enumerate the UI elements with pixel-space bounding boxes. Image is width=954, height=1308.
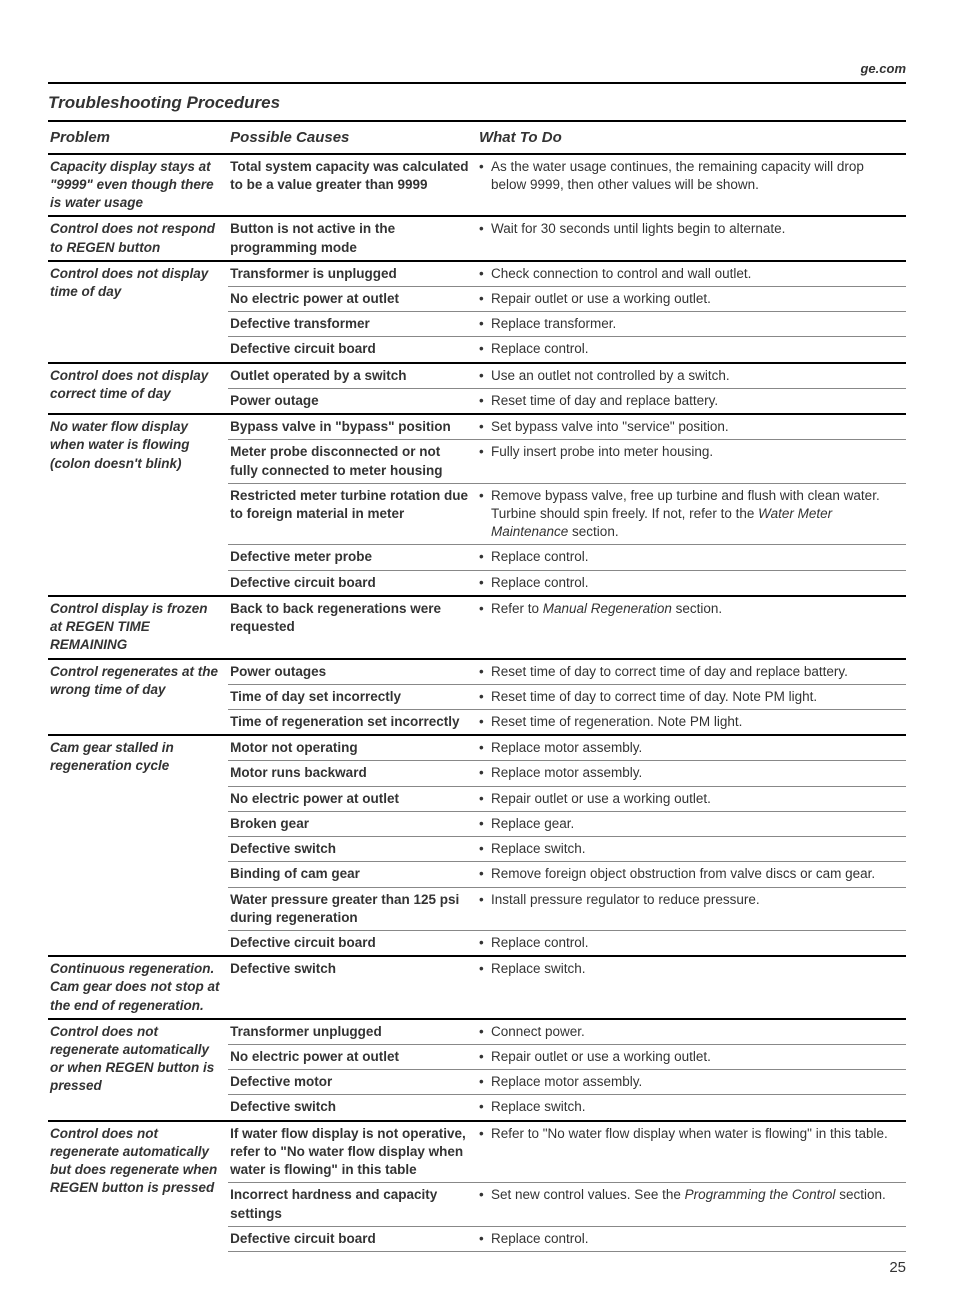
action-cell: •Wait for 30 seconds until lights begin …: [477, 216, 906, 260]
action-cell: •As the water usage continues, the remai…: [477, 154, 906, 217]
cause-cell: Defective transformer: [228, 312, 477, 337]
problem-cell: Control display is frozen at REGEN TIME …: [48, 596, 228, 659]
cause-cell: Defective circuit board: [228, 337, 477, 363]
action-cell: •Replace switch.: [477, 956, 906, 1019]
action-cell: •Reset time of day to correct time of da…: [477, 659, 906, 685]
problem-cell: Control does not regenerate automaticall…: [48, 1019, 228, 1121]
problem-cell: Cam gear stalled in regeneration cycle: [48, 735, 228, 956]
table-row: No water flow display when water is flow…: [48, 414, 906, 440]
cause-cell: Time of day set incorrectly: [228, 684, 477, 709]
col-cause: Possible Causes: [228, 122, 477, 153]
problem-cell: Control does not display correct time of…: [48, 363, 228, 414]
cause-cell: Transformer unplugged: [228, 1019, 477, 1045]
action-cell: •Replace motor assembly.: [477, 735, 906, 761]
table-row: Cam gear stalled in regeneration cycleMo…: [48, 735, 906, 761]
cause-cell: Defective switch: [228, 837, 477, 862]
action-cell: •Repair outlet or use a working outlet.: [477, 1045, 906, 1070]
problem-cell: Continuous regeneration. Cam gear does n…: [48, 956, 228, 1019]
page-number: 25: [48, 1258, 906, 1278]
action-cell: •Replace control.: [477, 1226, 906, 1251]
action-cell: •Reset time of regeneration. Note PM lig…: [477, 709, 906, 735]
cause-cell: Power outage: [228, 388, 477, 414]
action-cell: •Repair outlet or use a working outlet.: [477, 287, 906, 312]
action-cell: •Use an outlet not controlled by a switc…: [477, 363, 906, 389]
problem-cell: Control does not respond to REGEN button: [48, 216, 228, 260]
problem-cell: Control regenerates at the wrong time of…: [48, 659, 228, 736]
table-row: Control does not display time of dayTran…: [48, 261, 906, 287]
cause-cell: Bypass valve in "bypass" position: [228, 414, 477, 440]
action-cell: •Install pressure regulator to reduce pr…: [477, 887, 906, 930]
cause-cell: Transformer is unplugged: [228, 261, 477, 287]
cause-cell: Power outages: [228, 659, 477, 685]
cause-cell: Total system capacity was calculated to …: [228, 154, 477, 217]
cause-cell: Defective circuit board: [228, 930, 477, 956]
action-cell: •Refer to Manual Regeneration section.: [477, 596, 906, 659]
cause-cell: Defective meter probe: [228, 545, 477, 570]
table-row: Control does not regenerate automaticall…: [48, 1019, 906, 1045]
action-cell: •Remove bypass valve, free up turbine an…: [477, 483, 906, 545]
action-cell: •Set bypass valve into "service" positio…: [477, 414, 906, 440]
header-link: ge.com: [48, 60, 906, 84]
cause-cell: Defective motor: [228, 1070, 477, 1095]
action-cell: •Check connection to control and wall ou…: [477, 261, 906, 287]
section-title: Troubleshooting Procedures: [48, 92, 906, 123]
cause-cell: Meter probe disconnected or not fully co…: [228, 440, 477, 483]
table-row: Continuous regeneration. Cam gear does n…: [48, 956, 906, 1019]
action-cell: •Repair outlet or use a working outlet.: [477, 786, 906, 811]
cause-cell: Broken gear: [228, 811, 477, 836]
cause-cell: Incorrect hardness and capacity settings: [228, 1183, 477, 1226]
problem-cell: No water flow display when water is flow…: [48, 414, 228, 596]
troubleshooting-table: Problem Possible Causes What To Do Capac…: [48, 122, 906, 1252]
table-row: Control does not respond to REGEN button…: [48, 216, 906, 260]
cause-cell: Time of regeneration set incorrectly: [228, 709, 477, 735]
action-cell: •Remove foreign object obstruction from …: [477, 862, 906, 887]
action-cell: •Replace gear.: [477, 811, 906, 836]
action-cell: •Replace control.: [477, 337, 906, 363]
action-cell: •Replace switch.: [477, 837, 906, 862]
action-cell: •Replace transformer.: [477, 312, 906, 337]
cause-cell: No electric power at outlet: [228, 287, 477, 312]
table-row: Control does not regenerate automaticall…: [48, 1121, 906, 1183]
action-cell: •Connect power.: [477, 1019, 906, 1045]
action-cell: •Fully insert probe into meter housing.: [477, 440, 906, 483]
action-cell: •Replace motor assembly.: [477, 761, 906, 786]
action-cell: •Reset time of day and replace battery.: [477, 388, 906, 414]
cause-cell: Back to back regenerations were requeste…: [228, 596, 477, 659]
cause-cell: Restricted meter turbine rotation due to…: [228, 483, 477, 545]
cause-cell: Defective switch: [228, 1095, 477, 1121]
col-problem: Problem: [48, 122, 228, 153]
cause-cell: Defective circuit board: [228, 570, 477, 596]
table-row: Control display is frozen at REGEN TIME …: [48, 596, 906, 659]
cause-cell: No electric power at outlet: [228, 1045, 477, 1070]
problem-cell: Control does not regenerate automaticall…: [48, 1121, 228, 1252]
action-cell: •Reset time of day to correct time of da…: [477, 684, 906, 709]
cause-cell: Outlet operated by a switch: [228, 363, 477, 389]
col-action: What To Do: [477, 122, 906, 153]
action-cell: •Replace control.: [477, 545, 906, 570]
table-row: Control does not display correct time of…: [48, 363, 906, 389]
problem-cell: Capacity display stays at "9999" even th…: [48, 154, 228, 217]
table-row: Control regenerates at the wrong time of…: [48, 659, 906, 685]
action-cell: •Refer to "No water flow display when wa…: [477, 1121, 906, 1183]
cause-cell: No electric power at outlet: [228, 786, 477, 811]
cause-cell: Motor not operating: [228, 735, 477, 761]
problem-cell: Control does not display time of day: [48, 261, 228, 363]
cause-cell: Binding of cam gear: [228, 862, 477, 887]
table-row: Capacity display stays at "9999" even th…: [48, 154, 906, 217]
action-cell: •Replace switch.: [477, 1095, 906, 1121]
cause-cell: Water pressure greater than 125 psi duri…: [228, 887, 477, 930]
action-cell: •Replace control.: [477, 930, 906, 956]
action-cell: •Replace motor assembly.: [477, 1070, 906, 1095]
action-cell: •Set new control values. See the Program…: [477, 1183, 906, 1226]
action-cell: •Replace control.: [477, 570, 906, 596]
cause-cell: Button is not active in the programming …: [228, 216, 477, 260]
cause-cell: If water flow display is not operative, …: [228, 1121, 477, 1183]
cause-cell: Defective circuit board: [228, 1226, 477, 1251]
cause-cell: Defective switch: [228, 956, 477, 1019]
cause-cell: Motor runs backward: [228, 761, 477, 786]
